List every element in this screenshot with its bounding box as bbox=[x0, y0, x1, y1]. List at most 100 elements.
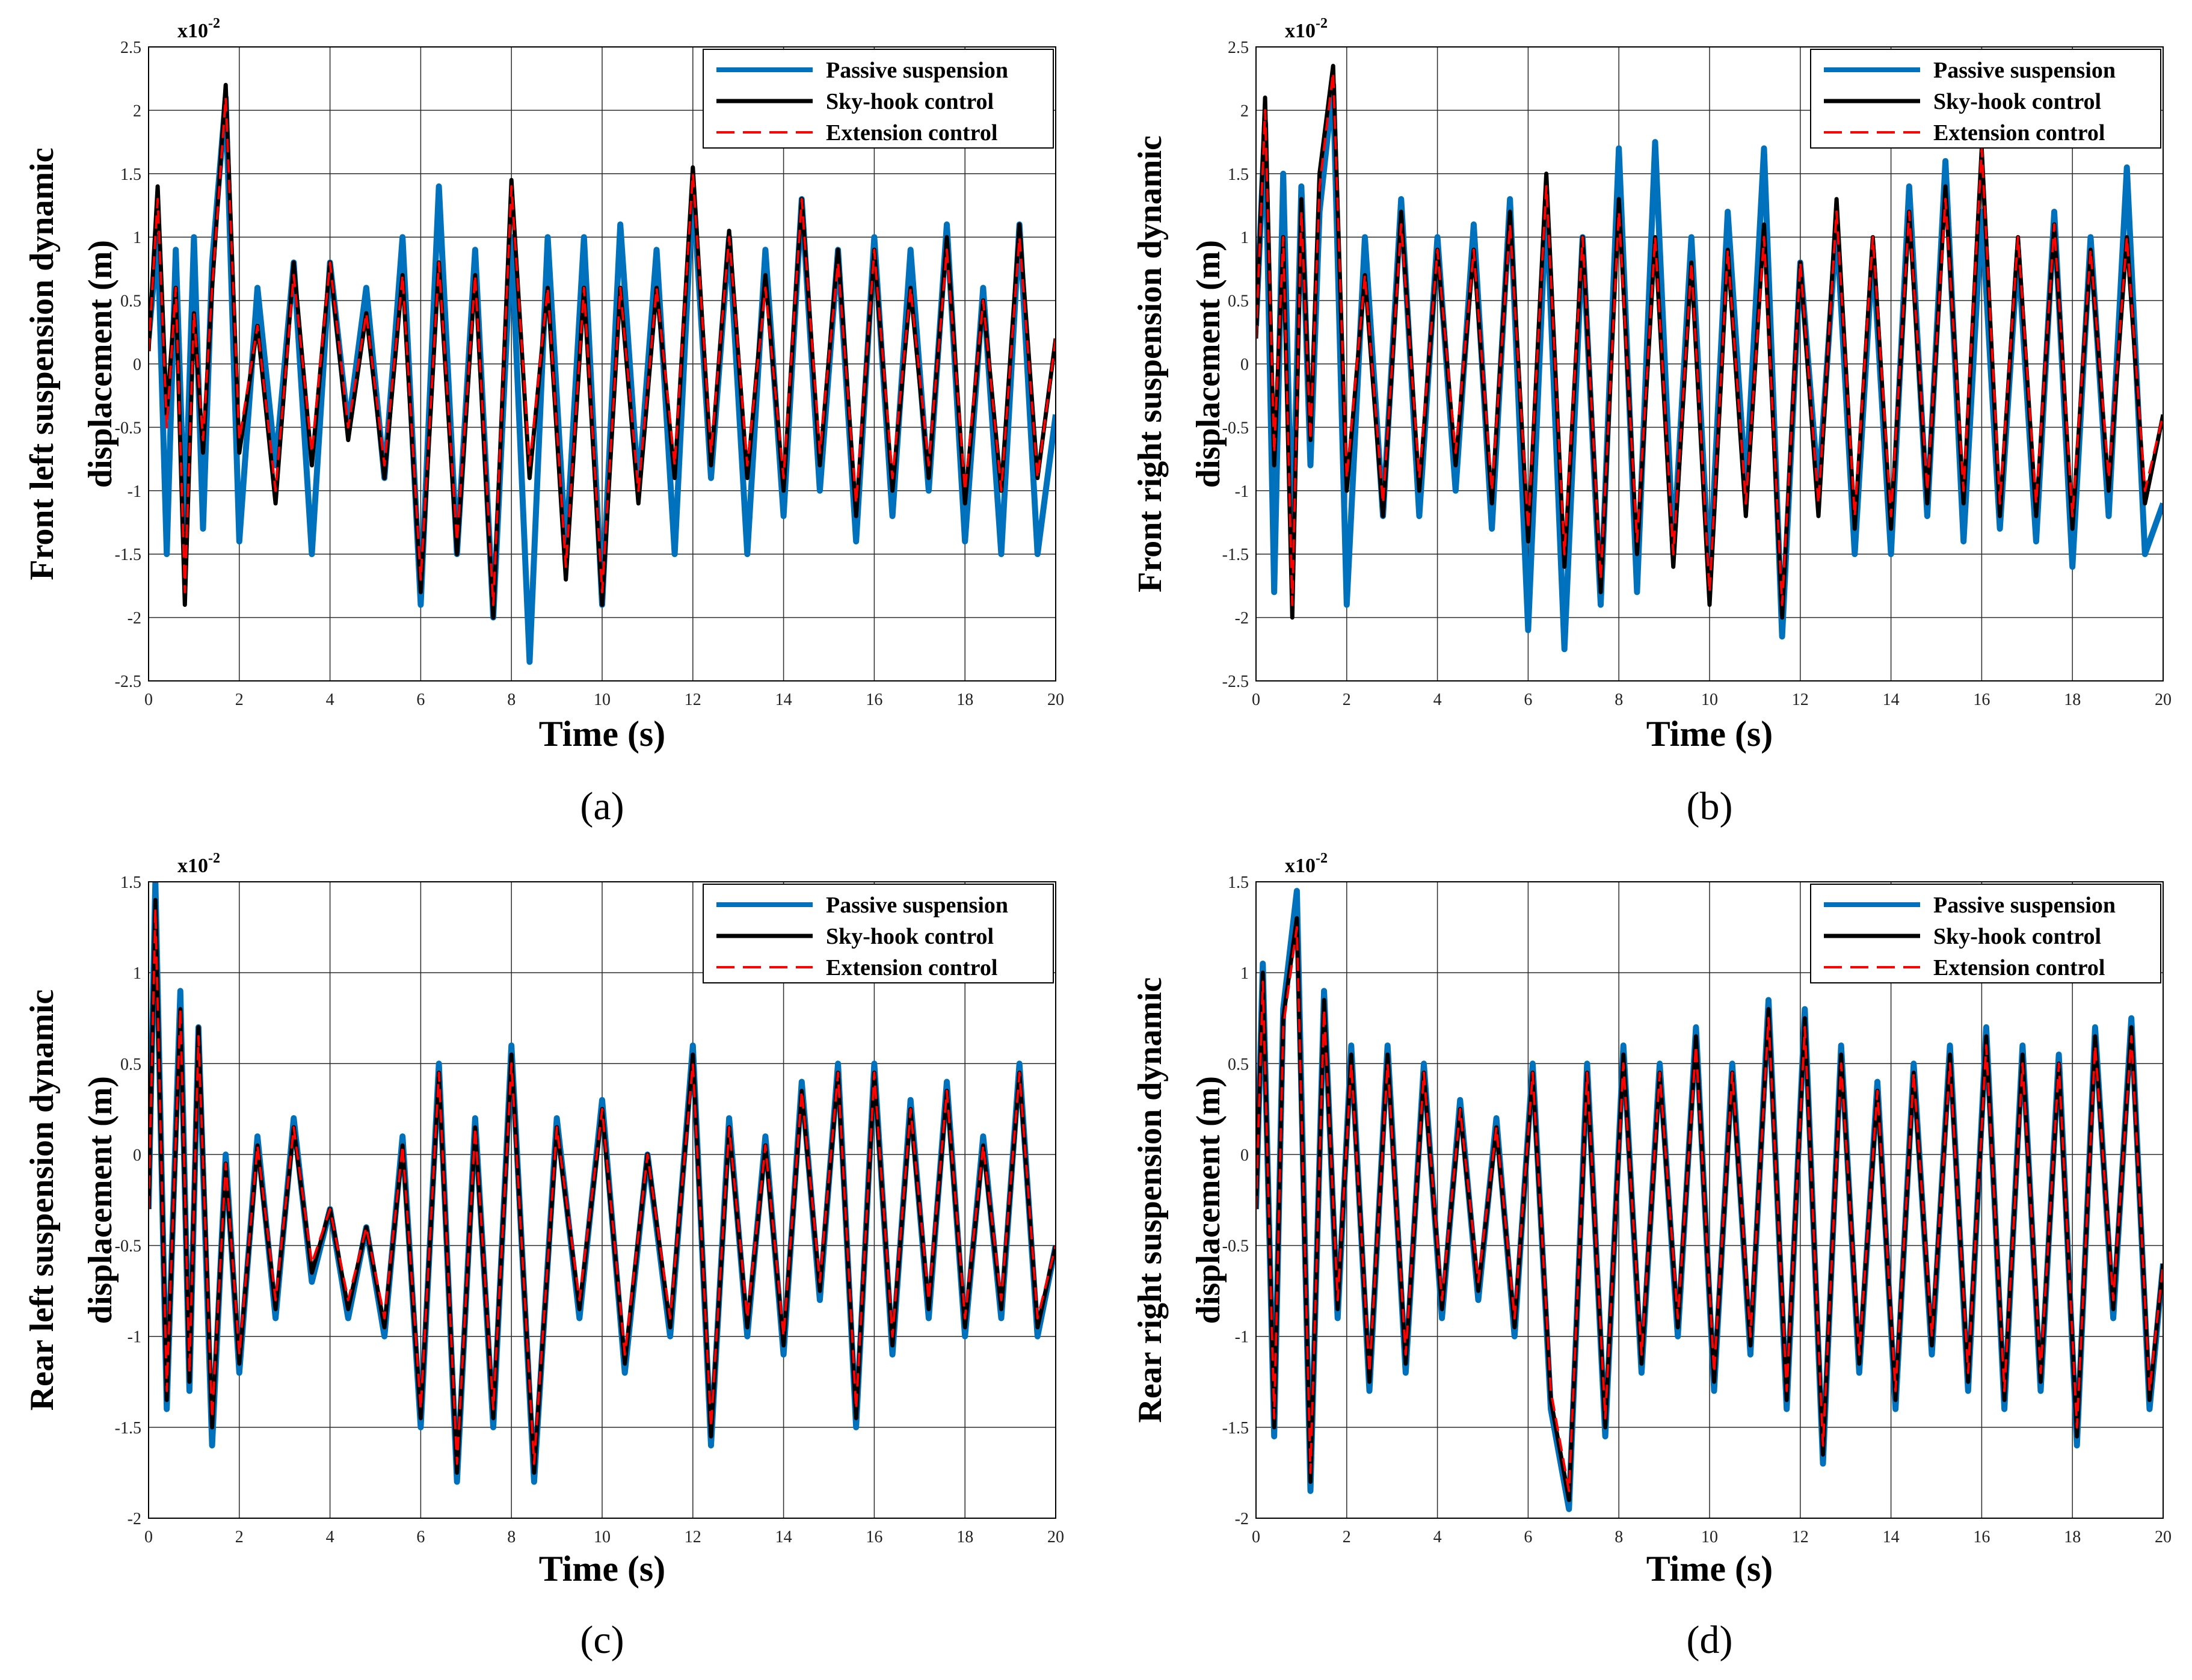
y-tick-label: -2.5 bbox=[115, 672, 141, 691]
legend: Passive suspension Sky-hook control Extens… bbox=[1810, 884, 2161, 983]
y-tick-label: 1 bbox=[1240, 964, 1249, 983]
subplot-caption: (a) bbox=[580, 784, 624, 828]
legend-label: Sky-hook control bbox=[826, 924, 994, 949]
x-tick-label: 14 bbox=[775, 691, 792, 709]
legend-label: Passive suspension bbox=[1933, 58, 2116, 83]
x-tick-label: 0 bbox=[1252, 691, 1260, 709]
x-tick-label: 12 bbox=[685, 1528, 701, 1546]
subplot-caption: (d) bbox=[1687, 1618, 1733, 1662]
x-axis-label: Time (s) bbox=[539, 1549, 666, 1589]
y-tick-label: 1 bbox=[1240, 229, 1249, 247]
x-tick-label: 16 bbox=[866, 691, 882, 709]
legend-label: Extension control bbox=[1933, 120, 2105, 146]
x-tick-label: 20 bbox=[2155, 1528, 2172, 1546]
x-tick-label: 6 bbox=[1524, 691, 1532, 709]
subplot-a: 0 2 4 6 8 10 12 14 16 18 20 -2.5 -2 -1.5 -1 -0.5 0 0.5 1 1.… bbox=[23, 16, 1064, 828]
exponent-label: x10-2 bbox=[177, 16, 220, 42]
subplot-caption: (c) bbox=[580, 1618, 624, 1662]
y-axis-label-line-2: displacement (m) bbox=[82, 1076, 119, 1324]
x-tick-label: 8 bbox=[507, 691, 516, 709]
x-tick-label: 2 bbox=[1343, 1528, 1351, 1546]
y-tick-label: 2.5 bbox=[1228, 38, 1249, 57]
legend-box bbox=[703, 884, 1054, 983]
subplot-b: 0 2 4 6 8 10 12 14 16 18 20 -2.5 -2 -1.5 -1 -0.5 0 0.5 1 1.… bbox=[1131, 16, 2172, 828]
legend-label: Sky-hook control bbox=[1933, 924, 2101, 949]
x-tick-label: 6 bbox=[1524, 1528, 1532, 1546]
y-tick-label: -2 bbox=[128, 609, 141, 628]
y-tick-label: 0.5 bbox=[120, 1055, 141, 1074]
x-tick-label: 12 bbox=[685, 691, 701, 709]
legend: Passive suspension Sky-hook control Extens… bbox=[703, 884, 1054, 983]
x-tick-label: 8 bbox=[1615, 691, 1623, 709]
exponent-label: x10-2 bbox=[1285, 16, 1328, 42]
x-axis-label: Time (s) bbox=[1646, 1549, 1773, 1589]
x-tick-label: 18 bbox=[2064, 691, 2081, 709]
y-tick-label: -2 bbox=[128, 1510, 141, 1528]
y-tick-label: 0 bbox=[1240, 355, 1249, 374]
series-line-extension-control bbox=[1256, 926, 2163, 1492]
y-axis-label-line-2: displacement (m) bbox=[1190, 1076, 1227, 1324]
legend-box bbox=[1810, 49, 2161, 149]
x-tick-label: 6 bbox=[416, 1528, 425, 1546]
x-tick-label: 0 bbox=[144, 1528, 153, 1546]
legend-label: Sky-hook control bbox=[1933, 89, 2101, 114]
x-tick-label: 2 bbox=[235, 691, 244, 709]
y-tick-label: 0.5 bbox=[120, 292, 141, 311]
x-tick-label: 10 bbox=[1701, 691, 1718, 709]
x-tick-label: 12 bbox=[1792, 1528, 1809, 1546]
x-axis-label: Time (s) bbox=[539, 714, 666, 754]
y-tick-label: 2.5 bbox=[120, 38, 141, 57]
x-tick-label: 0 bbox=[144, 691, 153, 709]
series-line-sky-hook-control bbox=[149, 82, 1056, 620]
y-axis-label-line-1: Rear right suspension dynamic bbox=[1131, 977, 1169, 1423]
x-tick-label: 8 bbox=[507, 1528, 516, 1546]
series-line-extension-control bbox=[149, 96, 1056, 606]
y-tick-label: 0 bbox=[133, 355, 141, 374]
y-tick-label: -0.5 bbox=[115, 1237, 141, 1256]
legend: Passive suspension Sky-hook control Extens… bbox=[1810, 49, 2161, 149]
axes-frame bbox=[148, 46, 1056, 682]
x-tick-label: 18 bbox=[2064, 1528, 2081, 1546]
legend-box bbox=[1810, 884, 2161, 983]
legend-label: Extension control bbox=[826, 955, 997, 980]
y-tick-label: -1 bbox=[1235, 1328, 1249, 1347]
x-tick-label: 0 bbox=[1252, 1528, 1260, 1546]
x-tick-label: 14 bbox=[1883, 691, 1900, 709]
y-tick-label: -2.5 bbox=[1222, 672, 1249, 691]
y-axis-label-line-1: Rear left suspension dynamic bbox=[23, 989, 61, 1411]
y-axis-label-line-2: displacement (m) bbox=[82, 240, 119, 488]
y-axis-label-line-1: Front left suspension dynamic bbox=[23, 147, 61, 580]
y-tick-label: 0 bbox=[1240, 1146, 1249, 1165]
x-tick-label: 20 bbox=[1047, 1528, 1064, 1546]
legend-label: Passive suspension bbox=[1933, 893, 2116, 918]
x-tick-label: 8 bbox=[1615, 1528, 1623, 1546]
x-tick-label: 10 bbox=[1701, 1528, 1718, 1546]
y-axis-label-line-2: displacement (m) bbox=[1190, 240, 1227, 488]
y-tick-label: 1 bbox=[133, 229, 141, 247]
y-tick-label: 2 bbox=[133, 102, 141, 120]
x-axis-label: Time (s) bbox=[1646, 714, 1773, 754]
x-tick-label: 18 bbox=[956, 691, 973, 709]
legend-label: Extension control bbox=[826, 120, 997, 146]
x-tick-label: 10 bbox=[594, 691, 611, 709]
y-tick-label: -1.5 bbox=[1222, 546, 1249, 564]
legend-label: Passive suspension bbox=[826, 893, 1008, 918]
y-tick-label: -1 bbox=[128, 1328, 141, 1347]
legend-label: Extension control bbox=[1933, 955, 2105, 980]
x-tick-label: 14 bbox=[1883, 1528, 1900, 1546]
x-tick-label: 2 bbox=[1343, 691, 1351, 709]
exponent-label: x10-2 bbox=[1285, 851, 1328, 877]
subplot-d: 0 2 4 6 8 10 12 14 16 18 20 -2 -1.5 -1 -0.5 0 0.5 1 1.5 x10… bbox=[1131, 851, 2172, 1662]
y-tick-label: -0.5 bbox=[1222, 1237, 1249, 1256]
y-tick-label: -1.5 bbox=[115, 1419, 141, 1438]
axes-frame bbox=[148, 881, 1056, 1519]
x-tick-label: 4 bbox=[1433, 1528, 1442, 1546]
legend-label: Sky-hook control bbox=[826, 89, 994, 114]
y-tick-label: 1.5 bbox=[120, 165, 141, 184]
x-tick-label: 6 bbox=[416, 691, 425, 709]
y-tick-label: 0.5 bbox=[1228, 292, 1249, 311]
y-tick-label: 1.5 bbox=[1228, 165, 1249, 184]
y-tick-label: -0.5 bbox=[115, 419, 141, 437]
legend-box bbox=[703, 49, 1054, 149]
y-tick-label: 2 bbox=[1240, 102, 1249, 120]
